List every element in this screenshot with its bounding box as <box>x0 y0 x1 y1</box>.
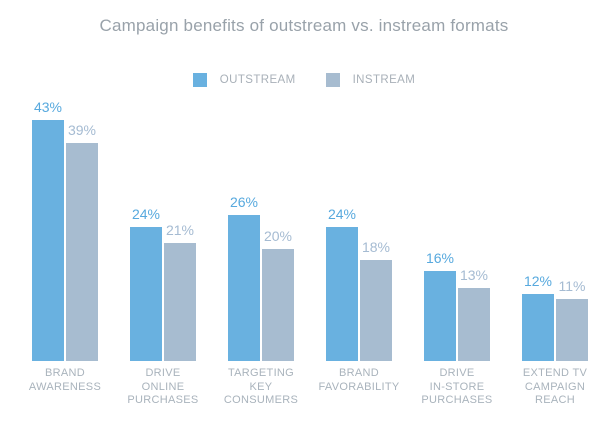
category-axis-labels: BRAND AWARENESS DRIVE ONLINE PURCHASES TAR… <box>0 367 608 408</box>
bar-column: 26% <box>228 195 260 361</box>
bar-outstream <box>424 271 456 361</box>
bar-instream <box>360 260 392 361</box>
bar-group: 24% 18% <box>326 207 392 361</box>
value-label: 24% <box>327 205 357 222</box>
bar-group: 26% 20% <box>228 195 294 361</box>
category-label: DRIVE ONLINE PURCHASES <box>127 367 199 406</box>
bar-group: 16% 13% <box>424 251 490 361</box>
legend-item-outstream: OUTSTREAM <box>192 72 296 87</box>
category-label: BRAND FAVORABILITY <box>318 367 400 393</box>
legend: OUTSTREAM INSTREAM <box>0 72 608 87</box>
category-label: EXTEND TV CAMPAIGN REACH <box>522 367 588 406</box>
bar-instream <box>66 142 98 361</box>
bar-outstream <box>228 215 260 361</box>
bar-outstream <box>326 226 358 361</box>
category-label: BRAND AWARENESS <box>28 367 102 393</box>
value-label: 43% <box>33 99 63 116</box>
bar-column: 16% <box>424 251 456 361</box>
value-label: 21% <box>165 222 195 239</box>
legend-label-outstream: OUTSTREAM <box>219 73 296 86</box>
bar-column: 11% <box>556 279 588 361</box>
bar-instream <box>556 299 588 361</box>
category-label: DRIVE IN-STORE PURCHASES <box>421 367 493 406</box>
bar-column: 13% <box>458 268 490 361</box>
value-label: 20% <box>263 228 293 244</box>
bar-outstream <box>32 120 64 361</box>
instream-swatch-icon <box>325 72 340 87</box>
bar-column: 39% <box>66 123 98 361</box>
value-label: 11% <box>558 278 586 295</box>
value-label: 18% <box>361 239 391 256</box>
bar-outstream <box>130 226 162 361</box>
bar-column: 20% <box>262 229 294 361</box>
bar-column: 24% <box>326 207 358 361</box>
bar-outstream <box>522 293 554 361</box>
legend-item-instream: INSTREAM <box>325 72 416 87</box>
bar-group: 43% 39% <box>32 100 98 361</box>
legend-label-instream: INSTREAM <box>352 73 416 86</box>
value-label: 24% <box>131 205 161 222</box>
chart-title: Campaign benefits of outstream vs. instr… <box>99 16 509 35</box>
bar-column: 18% <box>360 240 392 361</box>
bar-column: 21% <box>164 223 196 361</box>
outstream-swatch-icon <box>192 72 207 87</box>
value-label: 13% <box>459 267 489 284</box>
bar-group: 12% 11% <box>522 274 588 361</box>
bar-instream <box>458 288 490 361</box>
value-label: 16% <box>425 250 455 267</box>
category-label: TARGETING KEY CONSUMERS <box>223 367 299 406</box>
bar-group: 24% 21% <box>130 207 196 361</box>
bar-column: 24% <box>130 207 162 361</box>
bar-instream <box>262 249 294 361</box>
bar-column: 12% <box>522 274 554 361</box>
value-label: 39% <box>67 121 97 138</box>
bar-instream <box>164 243 196 361</box>
bar-chart-plot-area: 43% 39% 24% 21% 26% 20% 24% 18% 16% 13% 12% 11% <box>0 96 608 361</box>
value-label: 26% <box>229 194 259 211</box>
chart-card: Campaign benefits of outstream vs. instr… <box>0 16 608 438</box>
value-label: 12% <box>523 272 553 289</box>
bar-column: 43% <box>32 100 64 361</box>
